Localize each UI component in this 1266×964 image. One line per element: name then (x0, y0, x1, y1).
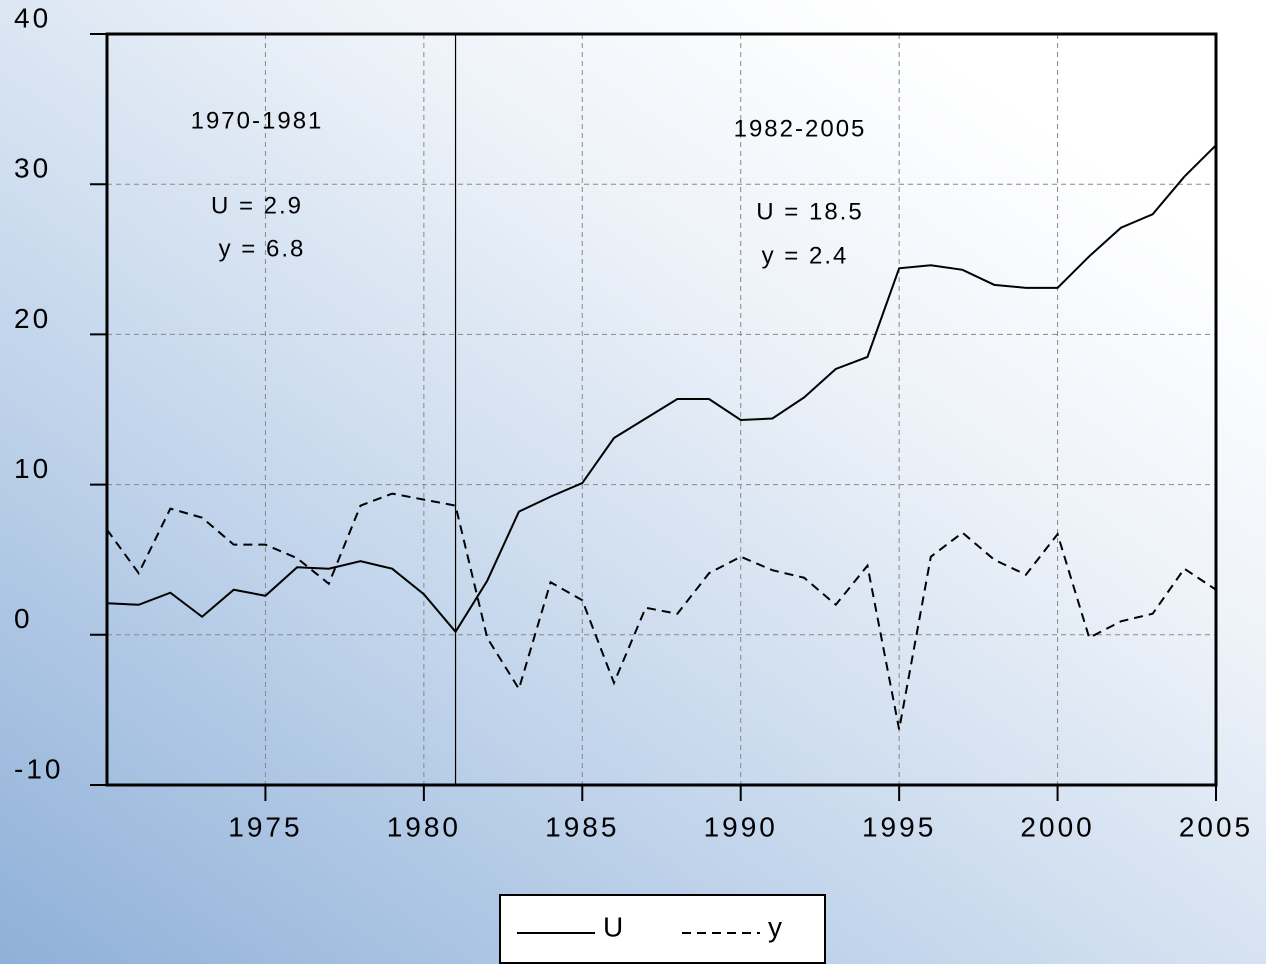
x-tick-label: 2000 (1020, 811, 1094, 842)
annotation: 1970-1981 (191, 107, 324, 134)
x-tick-label: 1990 (704, 811, 778, 842)
annotation: U = 2.9 (211, 192, 303, 219)
y-tick-label: 40 (14, 2, 51, 33)
annotation: y = 2.4 (762, 242, 849, 269)
y-tick-label: 20 (14, 303, 51, 334)
legend-label: U (603, 911, 626, 942)
x-tick-label: 1975 (228, 811, 302, 842)
annotation: 1982-2005 (734, 115, 867, 142)
legend-label: y (768, 911, 785, 942)
x-tick-label: 1980 (387, 811, 461, 842)
y-tick-label: 0 (14, 603, 33, 634)
plot-frame (105, 32, 1218, 787)
y-tick-label: 10 (14, 453, 51, 484)
annotation: y = 6.8 (219, 235, 306, 262)
series-line (106, 144, 1217, 634)
annotation: U = 18.5 (756, 198, 863, 225)
x-tick-label: 2005 (1179, 811, 1253, 842)
series-line (106, 492, 1217, 730)
x-tick-label: 1995 (862, 811, 936, 842)
legend-box (499, 894, 826, 964)
x-tick-label: 1985 (545, 811, 619, 842)
y-tick-label: 30 (14, 153, 51, 184)
y-tick-label: -10 (14, 753, 63, 784)
